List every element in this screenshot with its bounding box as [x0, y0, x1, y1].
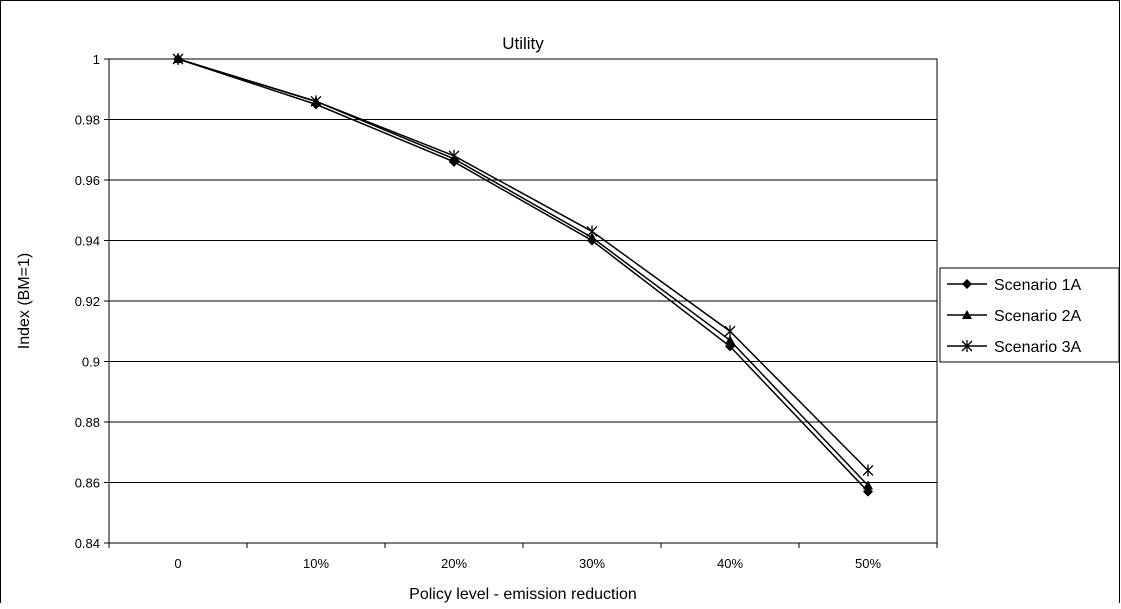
series-line [177, 58, 869, 493]
x-tick-label: 10% [303, 556, 329, 571]
chart-title: Utility [502, 34, 544, 53]
x-tick-label: 20% [441, 556, 467, 571]
y-tick-label: 0.84 [75, 536, 100, 551]
data-point-triangle [863, 480, 873, 490]
x-tick-label: 40% [717, 556, 743, 571]
series-line [177, 58, 869, 471]
data-point-triangle [962, 310, 972, 319]
gridlines [109, 58, 937, 544]
legend-label: Scenario 2A [994, 308, 1081, 325]
y-axis-title: Index (BM=1) [16, 253, 33, 349]
data-point-star [862, 464, 874, 477]
legend: Scenario 1A Scenario 2A Scenario 3A [939, 267, 1120, 363]
data-point-star [724, 325, 736, 338]
legend-item: Scenario 2A [947, 308, 1081, 325]
y-tick-label: 0.9 [82, 355, 100, 370]
data-point-star [961, 340, 973, 352]
y-tick-label: 0.94 [75, 234, 100, 249]
legend-item: Scenario 1A [947, 277, 1081, 294]
legend-item: Scenario 3A [947, 339, 1081, 356]
data-point-triangle [725, 335, 735, 345]
x-tick-label: 0 [174, 556, 181, 571]
y-tick-label: 0.86 [75, 476, 100, 491]
y-tick-label: 0.98 [75, 113, 100, 128]
data-point-star [586, 225, 598, 238]
series-1 [173, 54, 873, 497]
y-tick-label: 0.92 [75, 294, 100, 309]
series-3 [172, 53, 874, 477]
y-tick-label: 0.96 [75, 173, 100, 188]
data-point-star [310, 95, 322, 108]
x-tick-label: 30% [579, 556, 605, 571]
legend-label: Scenario 1A [994, 277, 1081, 294]
series-lines [172, 53, 874, 497]
legend-label: Scenario 3A [994, 339, 1081, 356]
axes: 0.84 0.86 0.88 0.9 0.92 0.94 0.96 0.98 1 0 10% 20% 3… [75, 52, 938, 571]
data-point-star [448, 149, 460, 162]
x-axis-title: Policy level - emission reduction [409, 586, 637, 603]
y-tick-label: 1 [93, 52, 100, 67]
y-tick-label: 0.88 [75, 415, 100, 430]
data-point-star [172, 53, 184, 65]
data-point-diamond [962, 279, 972, 289]
x-tick-label: 50% [855, 556, 881, 571]
